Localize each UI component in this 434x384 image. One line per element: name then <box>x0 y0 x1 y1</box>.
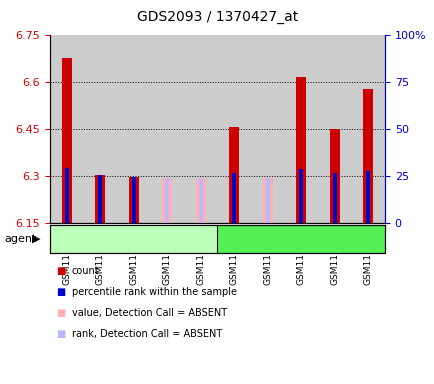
Bar <box>64 168 69 223</box>
Text: value, Detection Call = ABSENT: value, Detection Call = ABSENT <box>72 308 227 318</box>
Bar <box>131 177 136 223</box>
Text: PCN: PCN <box>289 234 312 244</box>
Bar <box>164 178 169 223</box>
Bar <box>195 178 205 223</box>
Bar <box>262 178 272 223</box>
Bar <box>184 35 217 223</box>
Bar <box>329 129 339 223</box>
Bar <box>351 35 384 223</box>
Bar <box>117 35 150 223</box>
Text: GDS2093 / 1370427_at: GDS2093 / 1370427_at <box>137 10 297 24</box>
Bar <box>317 35 351 223</box>
Bar <box>296 77 306 223</box>
Bar <box>362 89 372 223</box>
Bar <box>332 172 336 223</box>
Text: ■: ■ <box>56 329 66 339</box>
Text: ▶: ▶ <box>32 234 40 244</box>
Bar <box>365 171 370 223</box>
Bar <box>150 35 184 223</box>
Bar <box>162 178 172 223</box>
Bar <box>298 169 303 223</box>
Text: ■: ■ <box>56 287 66 297</box>
Bar <box>62 58 72 223</box>
Bar <box>83 35 117 223</box>
Text: ■: ■ <box>56 266 66 276</box>
Bar <box>50 35 83 223</box>
Bar <box>265 178 270 223</box>
Bar <box>250 35 284 223</box>
Bar <box>128 177 138 223</box>
Text: percentile rank within the sample: percentile rank within the sample <box>72 287 236 297</box>
Text: rank, Detection Call = ABSENT: rank, Detection Call = ABSENT <box>72 329 221 339</box>
Text: count: count <box>72 266 99 276</box>
Bar <box>98 175 102 223</box>
Bar <box>229 127 239 223</box>
Bar <box>217 35 250 223</box>
Bar <box>284 35 317 223</box>
Text: ■: ■ <box>56 308 66 318</box>
Text: agent: agent <box>4 234 36 244</box>
Text: control: control <box>114 234 153 244</box>
Bar <box>198 178 203 223</box>
Bar <box>231 172 236 223</box>
Bar <box>95 175 105 223</box>
